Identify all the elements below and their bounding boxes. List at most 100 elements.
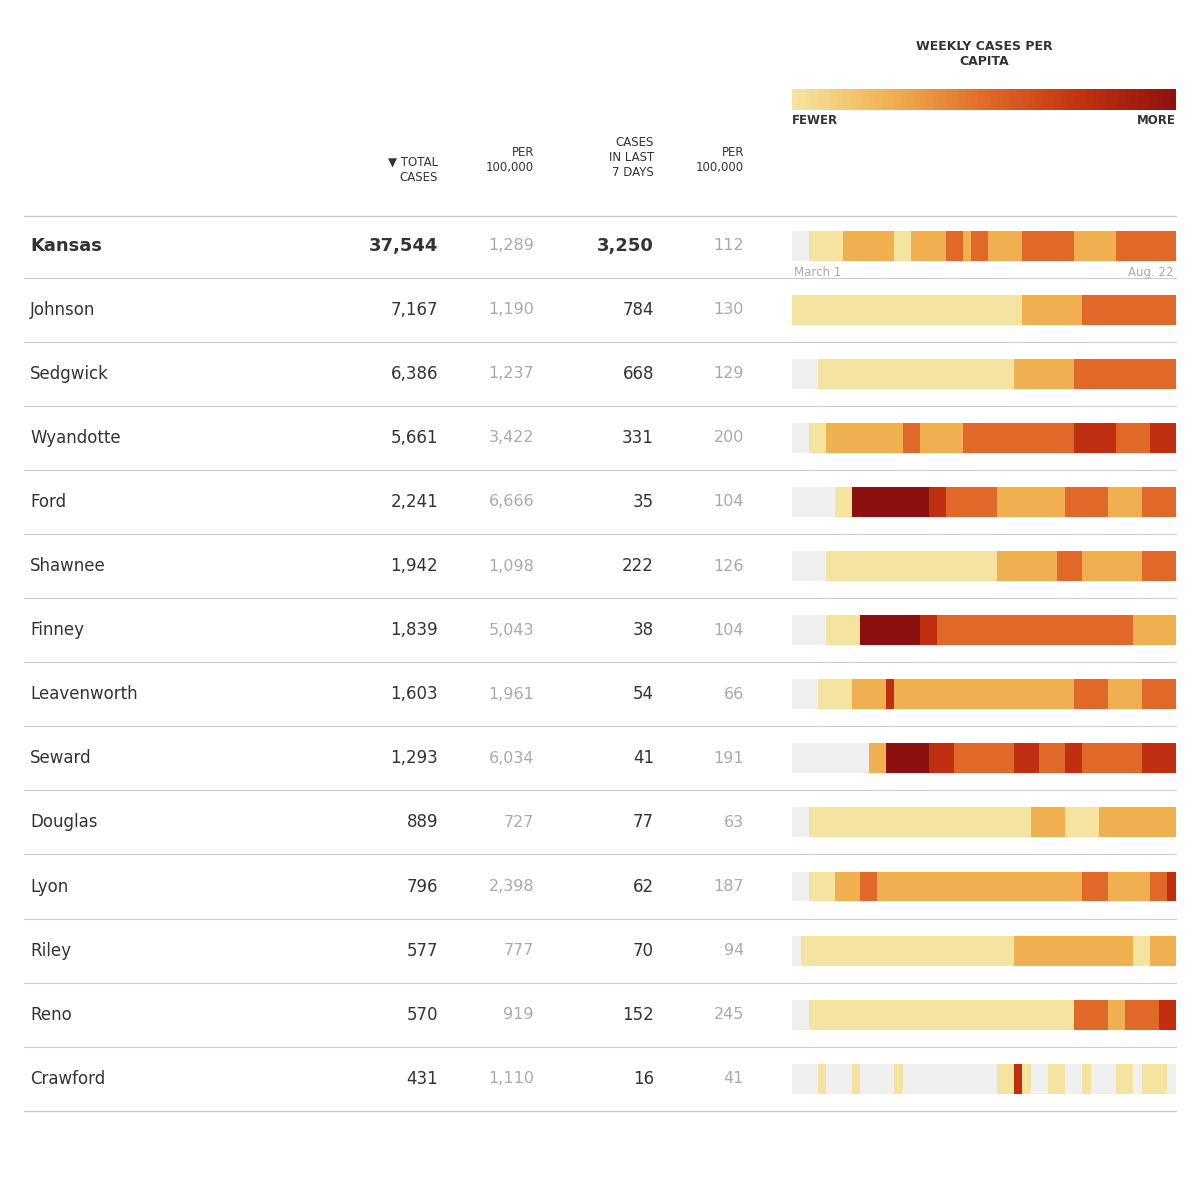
Bar <box>863 89 869 110</box>
Bar <box>869 872 877 901</box>
Bar <box>946 872 954 901</box>
Bar <box>937 999 946 1029</box>
Bar <box>1099 872 1108 901</box>
Bar <box>1142 807 1151 837</box>
Bar <box>1133 807 1142 837</box>
Bar <box>937 358 946 388</box>
Bar <box>852 423 860 453</box>
Bar <box>1116 486 1124 518</box>
Bar <box>997 295 1006 325</box>
Bar <box>1039 486 1048 518</box>
Bar <box>946 551 954 581</box>
Text: 37,544: 37,544 <box>368 236 438 255</box>
Bar <box>929 679 937 709</box>
Bar <box>835 486 844 518</box>
Bar <box>1108 936 1116 966</box>
Bar <box>835 1064 844 1094</box>
Bar <box>1168 230 1176 260</box>
Bar <box>894 551 902 581</box>
Bar <box>1133 230 1142 260</box>
Bar <box>894 936 902 966</box>
Bar <box>1039 295 1048 325</box>
Bar <box>844 551 852 581</box>
Bar <box>817 999 826 1029</box>
Text: 784: 784 <box>623 301 654 319</box>
Bar <box>1066 486 1074 518</box>
Bar <box>886 679 894 709</box>
Bar <box>929 423 937 453</box>
Bar <box>1056 615 1066 645</box>
Bar <box>929 230 937 260</box>
Bar <box>826 551 835 581</box>
Bar <box>920 423 929 453</box>
Bar <box>1014 423 1022 453</box>
Bar <box>912 679 920 709</box>
Bar <box>1157 89 1163 110</box>
Bar <box>792 358 800 388</box>
Bar <box>1006 295 1014 325</box>
Bar <box>929 807 937 837</box>
Bar <box>835 615 844 645</box>
Text: 668: 668 <box>623 364 654 383</box>
Bar <box>962 551 971 581</box>
Bar <box>954 486 962 518</box>
Bar <box>830 89 836 110</box>
Bar <box>979 295 989 325</box>
Text: 577: 577 <box>407 942 438 960</box>
Bar <box>1118 89 1124 110</box>
Bar <box>912 999 920 1029</box>
Bar <box>1108 615 1116 645</box>
Bar <box>817 936 826 966</box>
Bar <box>877 743 886 774</box>
Bar <box>979 230 989 260</box>
Text: 77: 77 <box>634 813 654 831</box>
Bar <box>1082 486 1091 518</box>
Bar <box>1056 807 1066 837</box>
Bar <box>1099 999 1108 1029</box>
Bar <box>886 486 894 518</box>
Bar <box>894 743 902 774</box>
Bar <box>852 358 860 388</box>
Bar <box>852 1064 860 1094</box>
Bar <box>997 679 1006 709</box>
Text: Shawnee: Shawnee <box>30 557 106 575</box>
Bar <box>920 551 929 581</box>
Bar <box>1151 872 1159 901</box>
Text: 5,043: 5,043 <box>488 623 534 637</box>
Bar <box>1074 230 1082 260</box>
Bar <box>1006 423 1014 453</box>
Bar <box>929 936 937 966</box>
Bar <box>929 999 937 1029</box>
Bar <box>929 872 937 901</box>
Bar <box>792 615 800 645</box>
Bar <box>920 936 929 966</box>
Bar <box>1163 89 1170 110</box>
Bar <box>962 230 971 260</box>
Bar <box>886 1064 894 1094</box>
Bar <box>1014 999 1022 1029</box>
Bar <box>844 999 852 1029</box>
Bar <box>989 295 997 325</box>
Bar <box>869 1064 877 1094</box>
Text: 38: 38 <box>632 621 654 640</box>
Bar <box>1116 1064 1124 1094</box>
Text: 191: 191 <box>713 751 744 766</box>
Bar <box>971 615 979 645</box>
Bar <box>1048 1064 1056 1094</box>
Bar <box>1039 1064 1048 1094</box>
Bar <box>1056 230 1066 260</box>
Bar <box>971 486 979 518</box>
Bar <box>809 872 817 901</box>
Text: PER
100,000: PER 100,000 <box>696 146 744 174</box>
Bar <box>989 230 997 260</box>
Bar <box>971 743 979 774</box>
Bar <box>1108 999 1116 1029</box>
Bar <box>886 743 894 774</box>
Bar <box>912 295 920 325</box>
Bar <box>989 423 997 453</box>
Bar <box>971 295 979 325</box>
Text: 35: 35 <box>632 492 654 512</box>
Text: 796: 796 <box>407 877 438 896</box>
Bar <box>1108 358 1116 388</box>
Bar <box>1099 615 1108 645</box>
